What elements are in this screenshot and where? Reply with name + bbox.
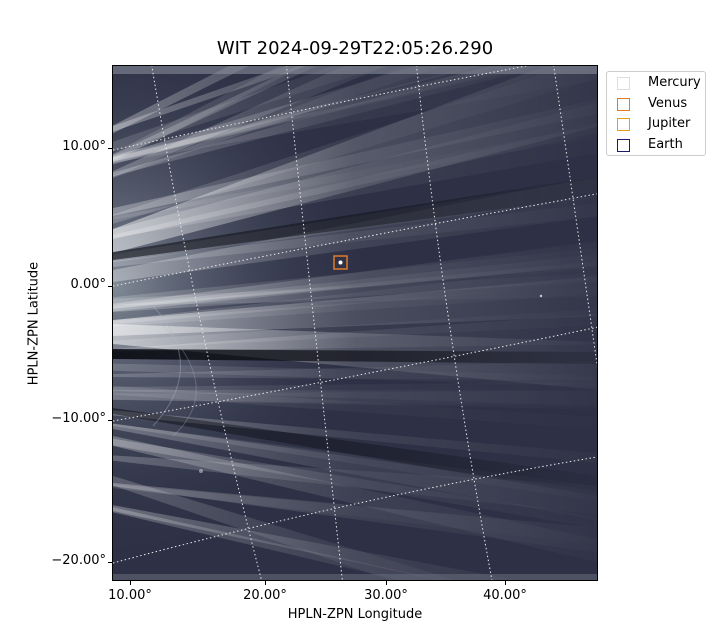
star-point-2 xyxy=(199,469,203,473)
dark-lane xyxy=(113,176,597,260)
dark-lane xyxy=(113,349,597,364)
ytick-0: 0.00° xyxy=(70,277,106,292)
x-axis-label: HPLN-ZPN Longitude xyxy=(287,607,423,622)
xtick-mark xyxy=(505,581,506,585)
bright-streamer xyxy=(113,66,597,164)
ytick-10: 10.00° xyxy=(62,139,106,154)
cme-arc xyxy=(152,305,181,427)
xtick-mark xyxy=(265,581,266,585)
ytick-mark xyxy=(108,286,112,287)
legend-label: Venus xyxy=(648,96,688,111)
streamer-rays xyxy=(113,66,597,580)
legend: Mercury Venus Jupiter Earth xyxy=(606,71,706,156)
legend-label: Earth xyxy=(648,137,683,152)
bright-streamer xyxy=(113,66,386,152)
top-edge-band xyxy=(113,66,597,74)
xtick-30: 30.00° xyxy=(364,588,408,603)
bright-streamer xyxy=(113,276,597,336)
venus-point xyxy=(338,260,343,265)
star-point xyxy=(539,294,543,298)
ytick-minus20: −20.00° xyxy=(51,553,106,568)
grid-line xyxy=(151,66,262,580)
bright-streamer xyxy=(113,390,597,407)
ytick-mark xyxy=(108,562,112,563)
legend-swatch-earth xyxy=(617,139,630,152)
xtick-10: 10.00° xyxy=(108,588,152,603)
coordinate-grid xyxy=(113,66,597,580)
xtick-20: 20.00° xyxy=(243,588,287,603)
bright-streamer xyxy=(113,66,478,165)
ytick-minus10: −10.00° xyxy=(51,411,106,426)
coronagraph-image-svg xyxy=(113,66,597,580)
bright-streamer xyxy=(113,438,597,529)
grid-line xyxy=(286,66,343,580)
grid-line xyxy=(113,66,529,151)
dark-lane xyxy=(113,408,597,496)
plot-title: WIT 2024-09-29T22:05:26.290 xyxy=(216,38,494,59)
grid-line xyxy=(416,66,493,580)
bright-streamer xyxy=(113,484,597,545)
legend-swatch-jupiter xyxy=(617,118,630,131)
legend-label: Jupiter xyxy=(648,116,691,131)
xtick-40: 40.00° xyxy=(483,588,527,603)
bottom-edge-band xyxy=(113,574,597,580)
xtick-mark xyxy=(386,581,387,585)
bright-streamer xyxy=(113,248,597,307)
legend-label: Mercury xyxy=(648,75,701,90)
legend-swatch-venus xyxy=(617,98,630,111)
xtick-mark xyxy=(130,581,131,585)
legend-swatch-mercury xyxy=(617,77,630,90)
venus-marker xyxy=(333,255,348,270)
cme-arc-outer xyxy=(152,315,197,437)
grid-line xyxy=(553,66,597,368)
ytick-mark xyxy=(108,420,112,421)
bright-streamer xyxy=(113,66,597,253)
ytick-mark xyxy=(108,148,112,149)
bright-streamer xyxy=(113,66,249,134)
y-axis-label: HPLN-ZPN Latitude xyxy=(26,261,42,386)
heliospheric-image xyxy=(112,65,598,581)
bright-streamer xyxy=(113,410,597,464)
